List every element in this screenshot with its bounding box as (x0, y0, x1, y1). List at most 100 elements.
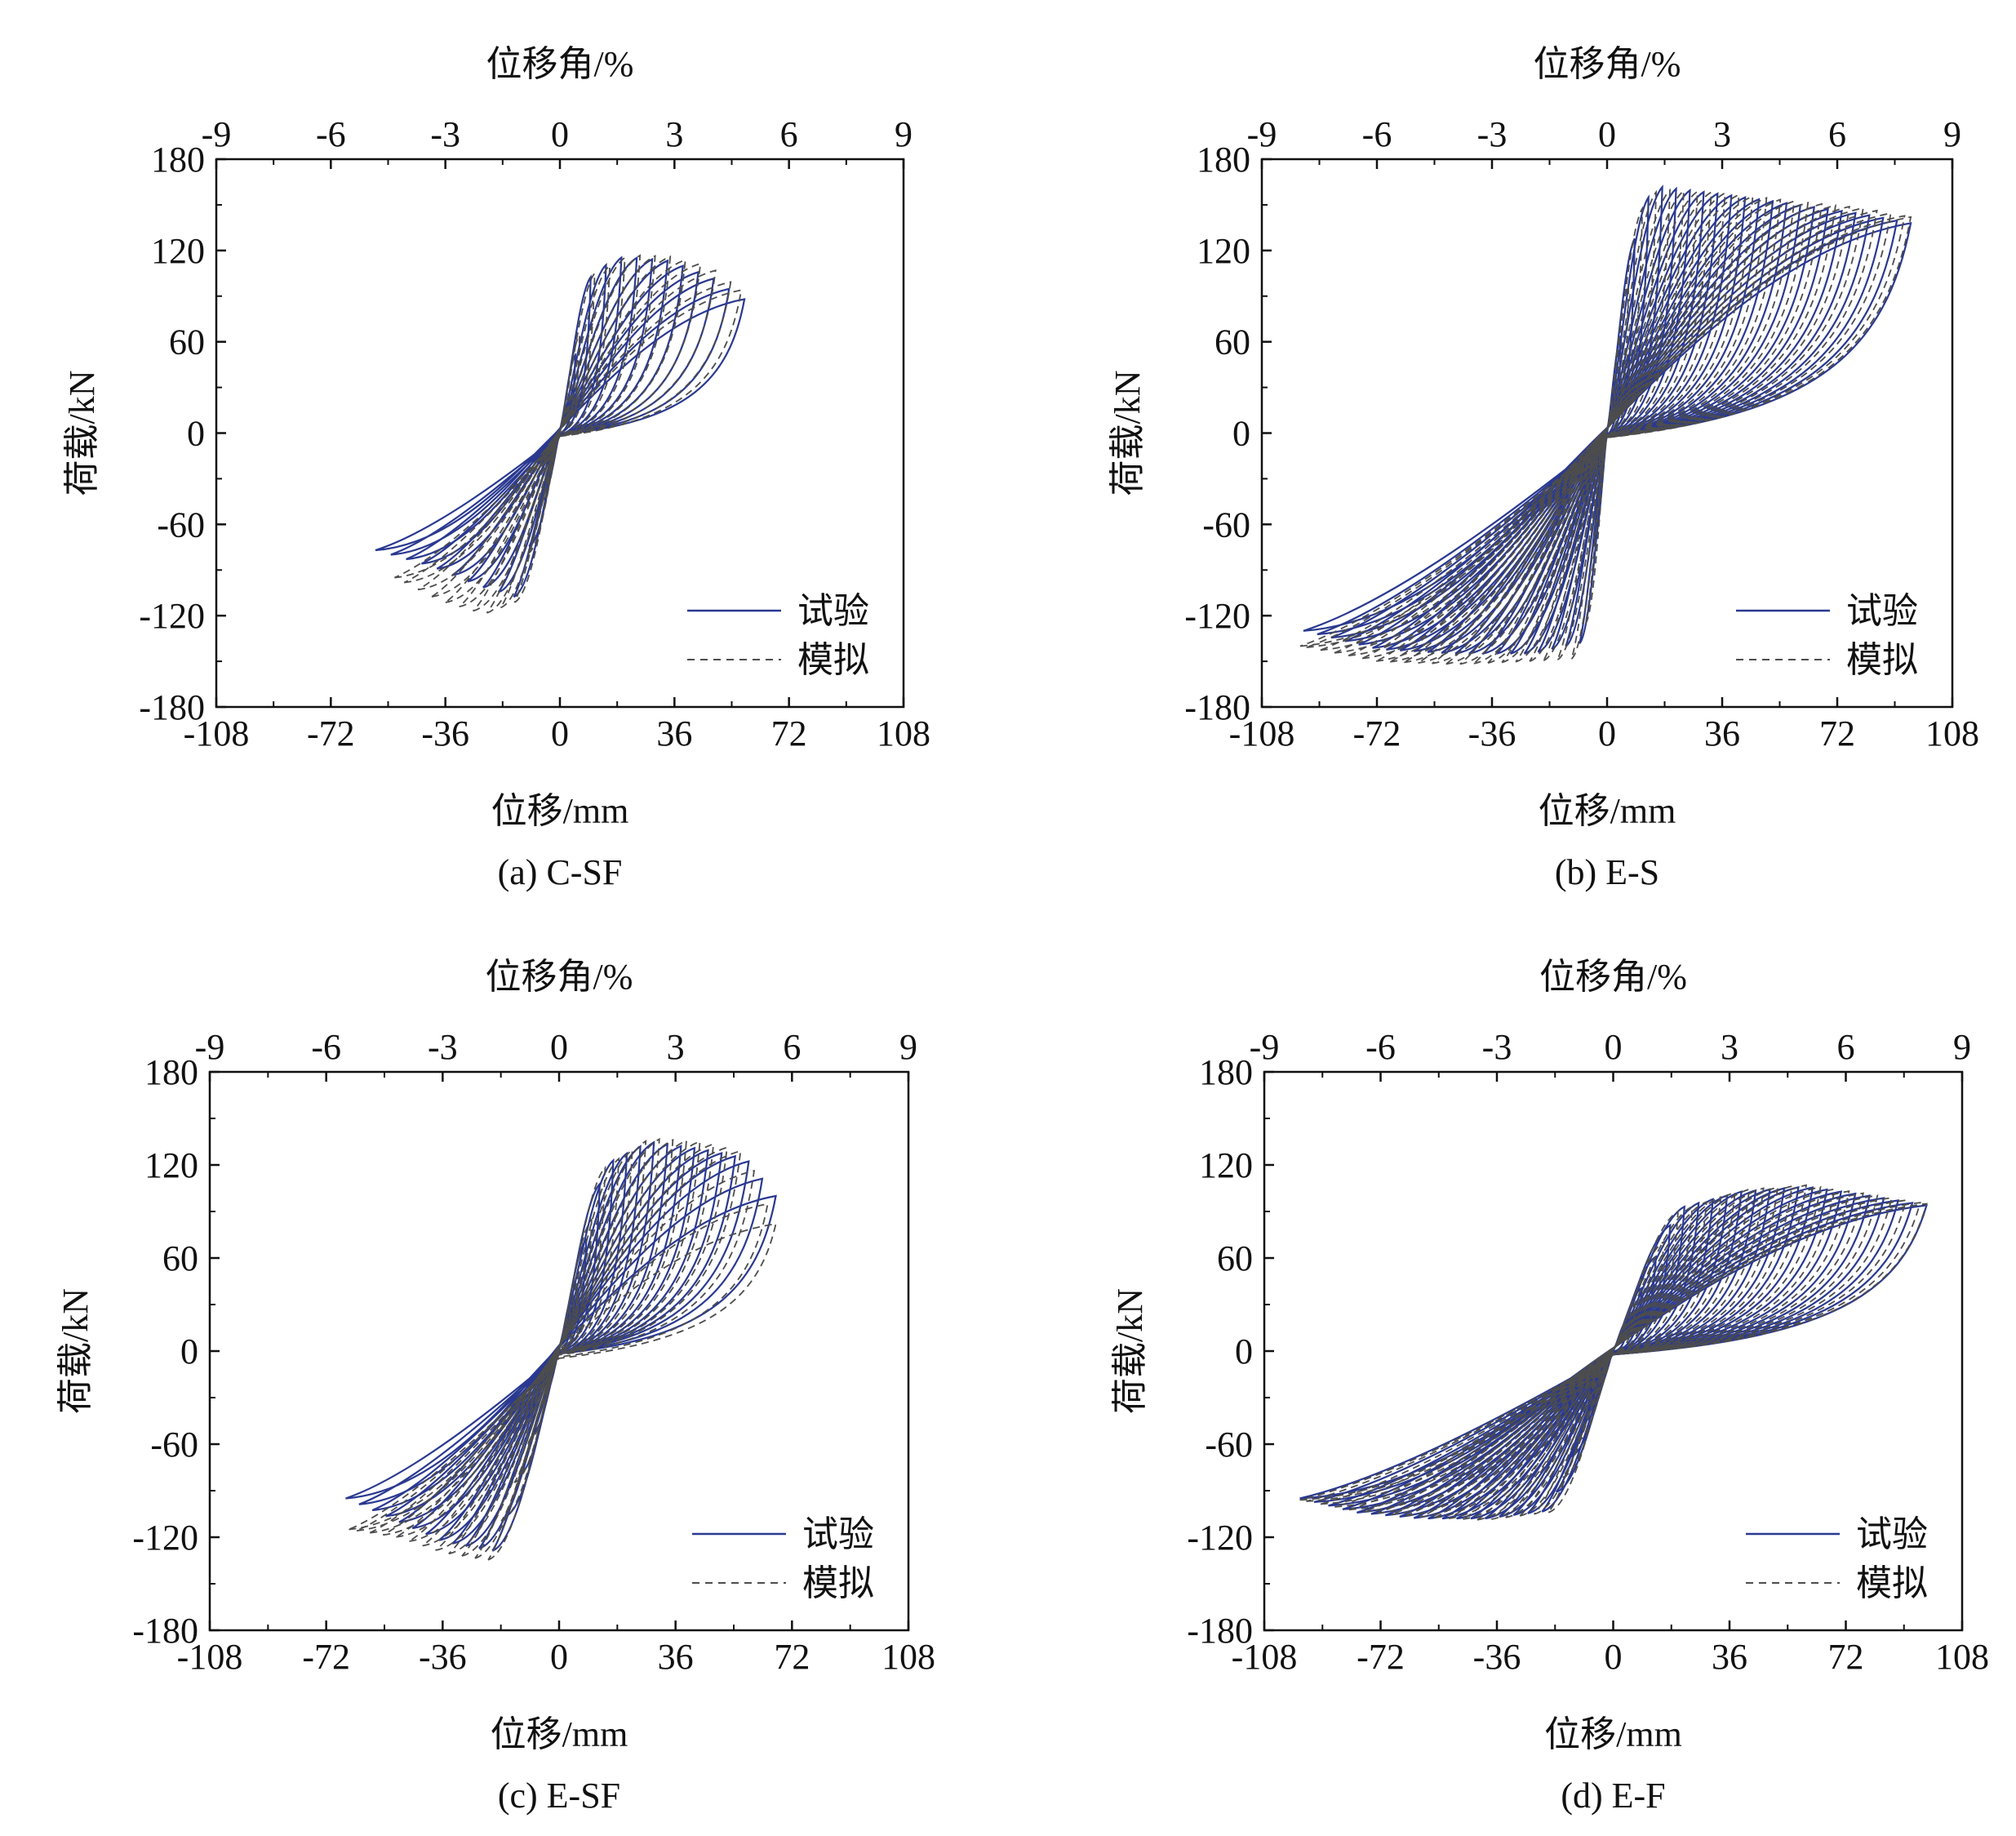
series-sim-loop (393, 289, 743, 579)
x2-tick-label: 9 (1943, 114, 1961, 154)
y-tick-label: -60 (1202, 505, 1250, 545)
series-sim-loop (1505, 1196, 1722, 1518)
x2-tick-label: 9 (895, 114, 913, 154)
y-tick-label: -180 (139, 687, 205, 727)
x2-tick-label: 0 (551, 114, 569, 154)
x2-tick-label: 9 (899, 1027, 917, 1067)
y-axis-title: 荷载/kN (1110, 1288, 1150, 1414)
x-tick-label: -108 (184, 714, 250, 754)
x-tick-label: 108 (881, 1637, 935, 1677)
y-tick-label: 120 (1197, 231, 1250, 271)
x-tick-label: -36 (419, 1637, 467, 1677)
x-tick-label: -36 (1468, 714, 1516, 754)
x-axis-title: 位移/mm (1539, 791, 1676, 831)
x2-tick-label: -3 (1482, 1027, 1512, 1067)
series-sim-loop (1389, 202, 1823, 663)
series-sim-loop (369, 1169, 756, 1534)
x-tick-label: 72 (774, 1637, 810, 1677)
x2-tick-label: 0 (550, 1027, 568, 1067)
x2-tick-label: 6 (1828, 114, 1846, 154)
y-tick-label: -120 (139, 596, 205, 636)
x-tick-label: 36 (658, 1637, 694, 1677)
series-sim-loop (1334, 209, 1878, 654)
legend-sim-label: 模拟 (1846, 640, 1918, 680)
series-sim-loop (1462, 1187, 1765, 1520)
x-tick-label: 72 (1828, 1637, 1864, 1677)
series-sim-loop (1529, 189, 1685, 662)
series-sim-loop (1584, 285, 1630, 625)
y-tick-label: -120 (132, 1518, 198, 1558)
legend-sim-label: 模拟 (1856, 1563, 1928, 1603)
x2-tick-label: -3 (1477, 114, 1508, 154)
x-axis-title: 位移/mm (1544, 1714, 1682, 1754)
x-axis-title: 位移/mm (491, 791, 629, 831)
series-test-loop (375, 298, 746, 552)
y-tick-label: 180 (1199, 1052, 1253, 1092)
series-sim-loop (403, 281, 732, 584)
series-sim-loop (1362, 1192, 1864, 1513)
x-tick-label: 36 (1704, 714, 1740, 754)
y-tick-label: 120 (1199, 1145, 1253, 1185)
series-test-loop (1303, 221, 1912, 632)
y-tick-label: -120 (1187, 1518, 1253, 1558)
y-tick-label: 0 (180, 1331, 198, 1371)
y-tick-label: -180 (1187, 1611, 1253, 1651)
x2-axis-title: 位移角/% (486, 957, 633, 997)
series-sim-loop (395, 1146, 728, 1538)
series-sim-loop (1501, 190, 1712, 664)
series-sim-loop (461, 1137, 660, 1557)
y-tick-label: 60 (1217, 1238, 1253, 1278)
series-sim-loop (382, 1149, 742, 1536)
x2-tick-label: 3 (665, 114, 683, 154)
series-test-loop (390, 287, 730, 556)
y-tick-label: 180 (151, 140, 205, 180)
legend-test-label: 试验 (797, 591, 869, 631)
x2-tick-label: 0 (1605, 1027, 1623, 1067)
legend-test-label: 试验 (1856, 1514, 1928, 1554)
x2-tick-label: 0 (1598, 114, 1616, 154)
x-tick-label: -72 (302, 1637, 350, 1677)
x-tick-label: -36 (1473, 1637, 1521, 1677)
series-test-loop (406, 277, 715, 561)
series-sim-loop (1299, 216, 1912, 647)
series-sim-loop (1543, 188, 1671, 661)
y-tick-label: -60 (150, 1425, 198, 1465)
chart-panel-a: -108 -72 -36 0 36 72 108-9 -6 -3 0 3 6 9-180-120-600… (62, 44, 930, 892)
series-sim-loop (1556, 189, 1658, 660)
series-sim-loop (1548, 1210, 1679, 1514)
y-tick-label: 180 (1197, 140, 1250, 180)
x2-tick-label: -6 (311, 1027, 341, 1067)
y-axis-title: 荷载/kN (1108, 371, 1148, 496)
series-sim-loop (1490, 1191, 1736, 1520)
x2-tick-label: -6 (1362, 114, 1392, 154)
x-axis-title: 位移/mm (491, 1714, 628, 1754)
x2-tick-label: -6 (1365, 1027, 1396, 1067)
y-tick-label: 120 (151, 231, 205, 271)
series-test-loop (420, 270, 699, 565)
chart-caption: (a) C-SF (498, 852, 623, 892)
x2-tick-label: 6 (1837, 1027, 1855, 1067)
series-sim-loop (1361, 205, 1850, 660)
y-tick-label: 0 (1235, 1331, 1253, 1371)
series-sim-loop (1519, 1200, 1707, 1517)
y-tick-label: -60 (157, 505, 205, 545)
y-tick-label: -120 (1184, 596, 1250, 636)
y-axis-title: 荷载/kN (62, 371, 102, 496)
series-test-loop (358, 1177, 764, 1505)
y-tick-label: 60 (162, 1238, 198, 1278)
legend-test-label: 试验 (802, 1514, 874, 1554)
series-sim-loop (1320, 1199, 1907, 1505)
chart-panel-d: -108 -72 -36 0 36 72 108-9 -6 -3 0 3 6 9-180-120-600… (1110, 957, 1989, 1816)
x-tick-label: 0 (1605, 1637, 1623, 1677)
series-sim-loop (1473, 193, 1740, 665)
x-tick-label: 36 (656, 714, 692, 754)
x2-tick-label: 9 (1953, 1027, 1971, 1067)
series-sim-loop (486, 254, 642, 614)
x-tick-label: 36 (1712, 1637, 1747, 1677)
x2-axis-title: 位移角/% (486, 44, 634, 84)
y-tick-label: 0 (187, 414, 205, 454)
x2-tick-label: -3 (430, 114, 460, 154)
x2-axis-title: 位移角/% (1539, 957, 1687, 997)
y-tick-label: -180 (132, 1611, 198, 1651)
